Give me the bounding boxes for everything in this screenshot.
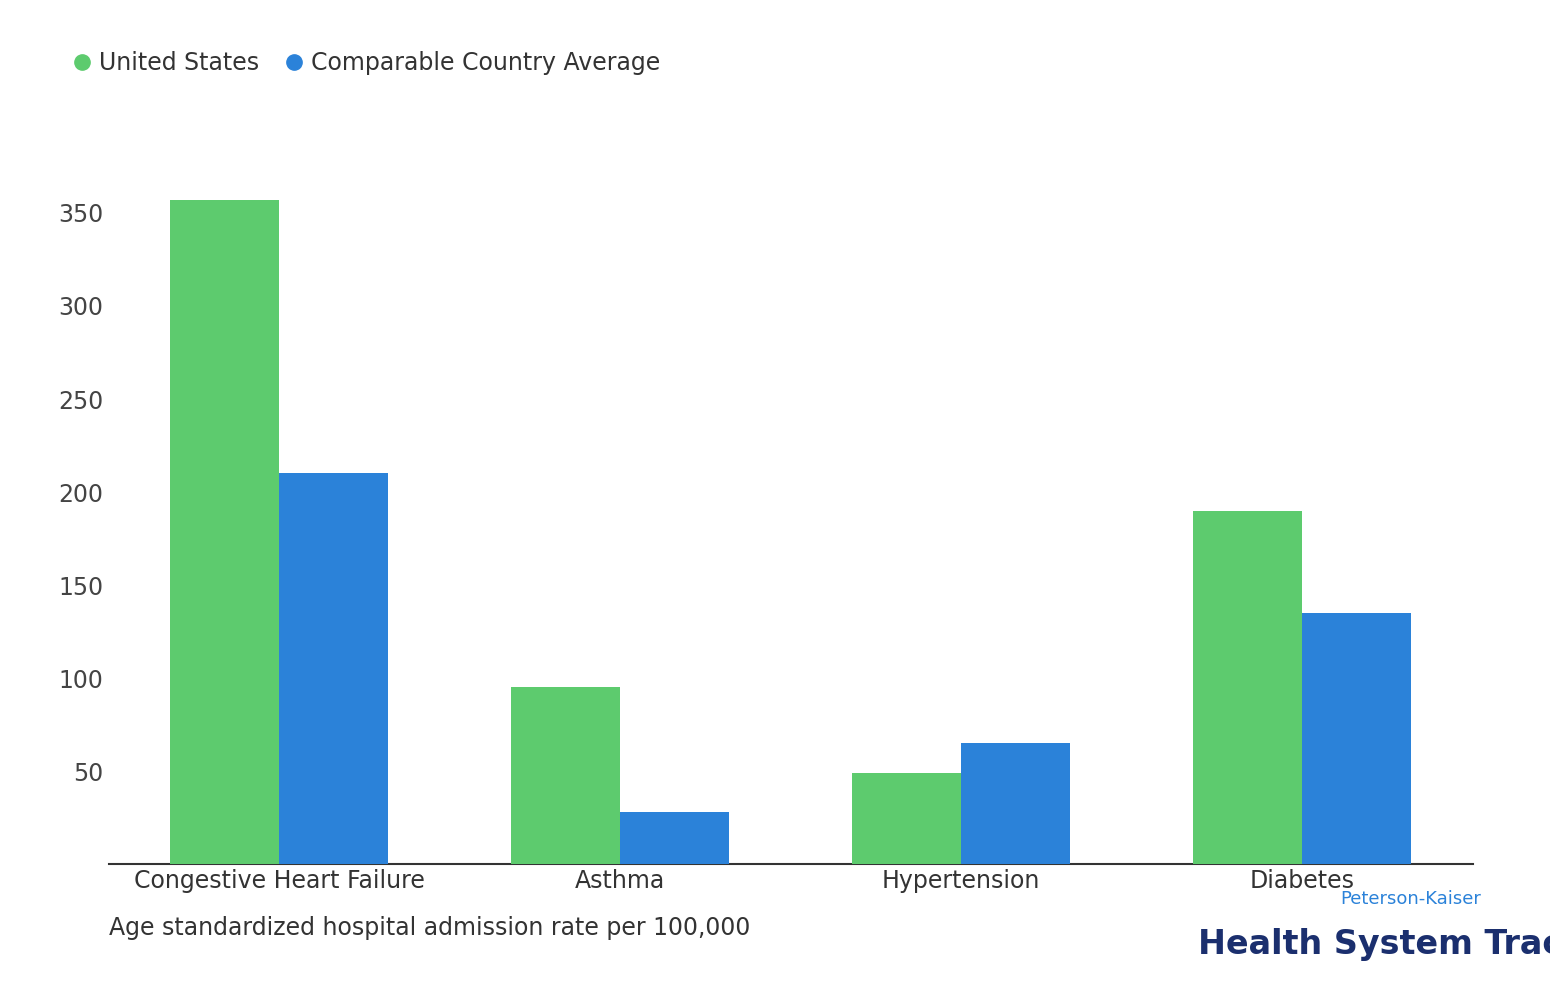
Legend: United States, Comparable Country Average: United States, Comparable Country Averag… bbox=[65, 41, 670, 84]
Text: Peterson-Kaiser: Peterson-Kaiser bbox=[1341, 890, 1480, 907]
Text: Age standardized hospital admission rate per 100,000: Age standardized hospital admission rate… bbox=[109, 916, 750, 940]
Bar bbox=[1194, 511, 1302, 864]
Bar bbox=[512, 687, 620, 864]
Text: Health System Tracker: Health System Tracker bbox=[1198, 928, 1550, 961]
Bar bbox=[961, 743, 1070, 864]
Bar bbox=[620, 812, 728, 864]
Bar bbox=[279, 473, 388, 864]
Bar bbox=[853, 773, 961, 864]
Bar bbox=[1302, 613, 1410, 864]
Bar bbox=[170, 200, 279, 864]
